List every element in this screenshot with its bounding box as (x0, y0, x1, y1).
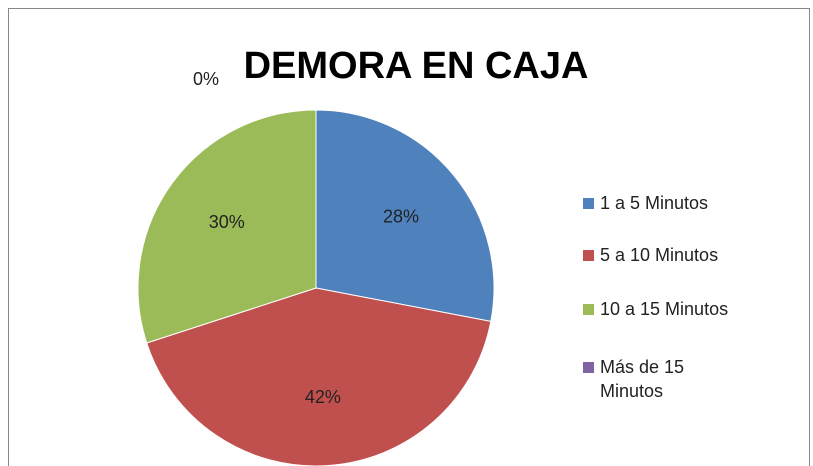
legend-label: 10 a 15 Minutos (600, 299, 729, 319)
pie-slice (315, 109, 495, 322)
legend-item: Más de 15 Minutos (583, 357, 753, 403)
data-label: 28% (383, 206, 419, 226)
legend-swatch (583, 198, 594, 209)
legend-swatch (583, 250, 594, 261)
legend-item: 1 a 5 Minutos (583, 193, 753, 215)
legend-label: Más de 15 Minutos (600, 357, 685, 401)
data-label: 42% (305, 387, 341, 407)
legend-label: 1 a 5 Minutos (600, 193, 709, 213)
legend-swatch (583, 362, 594, 373)
data-label: 30% (209, 212, 245, 232)
legend-label: 5 a 10 Minutos (600, 245, 719, 265)
legend-item: 10 a 15 Minutos (583, 299, 753, 321)
chart-title: DEMORA EN CAJA (244, 45, 589, 87)
data-label: 0% (193, 69, 219, 89)
legend-item: 5 a 10 Minutos (583, 245, 753, 267)
pie-slice (137, 109, 317, 344)
legend-swatch (583, 304, 594, 315)
